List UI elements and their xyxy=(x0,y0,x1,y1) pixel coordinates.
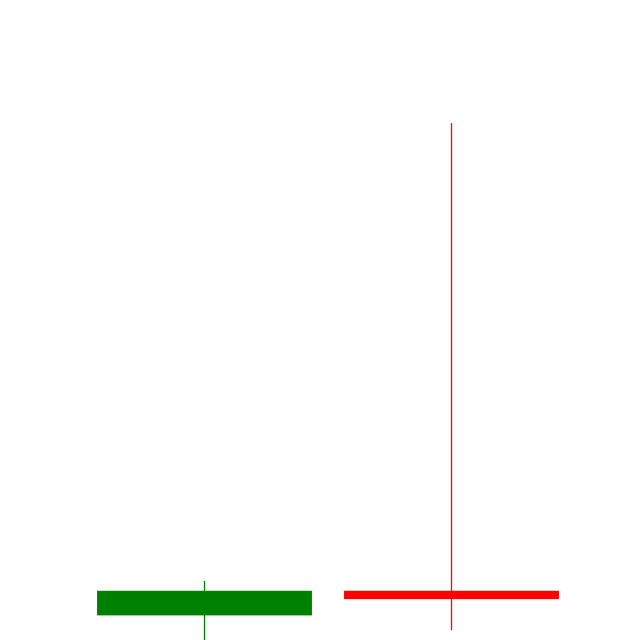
candle-2-body xyxy=(344,590,559,600)
candle-1-body xyxy=(97,590,312,616)
